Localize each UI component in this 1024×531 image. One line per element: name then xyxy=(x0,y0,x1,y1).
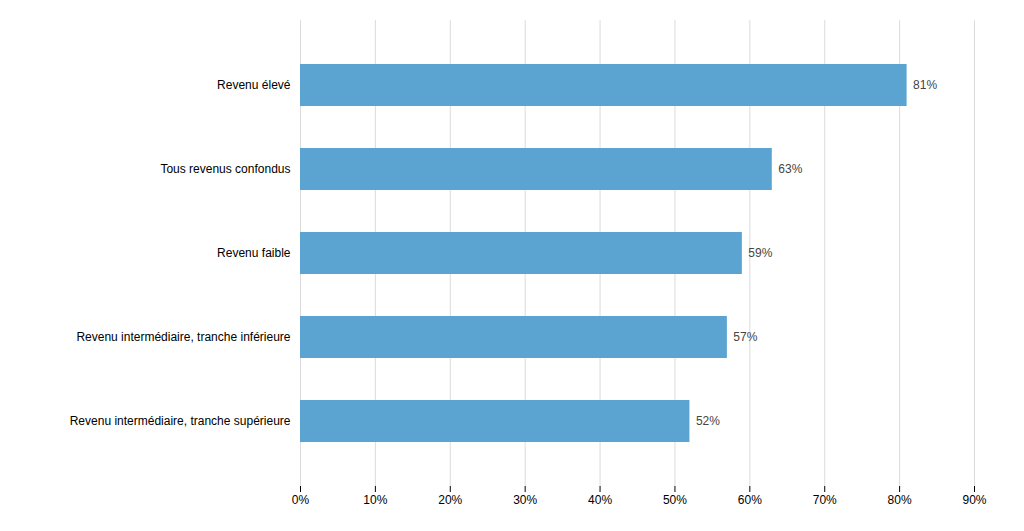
svg-text:Revenu intermédiaire, tranche: Revenu intermédiaire, tranche inférieure xyxy=(76,330,290,344)
svg-text:59%: 59% xyxy=(748,246,772,260)
svg-text:90%: 90% xyxy=(962,493,986,507)
svg-text:80%: 80% xyxy=(888,493,912,507)
svg-text:30%: 30% xyxy=(513,493,537,507)
svg-text:57%: 57% xyxy=(733,330,757,344)
svg-text:Tous revenus confondus: Tous revenus confondus xyxy=(160,162,290,176)
svg-text:63%: 63% xyxy=(778,162,802,176)
svg-text:Revenu intermédiaire, tranche: Revenu intermédiaire, tranche supérieure xyxy=(70,414,291,428)
svg-text:50%: 50% xyxy=(663,493,687,507)
svg-text:81%: 81% xyxy=(913,78,937,92)
svg-text:0%: 0% xyxy=(292,493,310,507)
svg-text:40%: 40% xyxy=(588,493,612,507)
svg-text:70%: 70% xyxy=(813,493,837,507)
svg-text:10%: 10% xyxy=(363,493,387,507)
svg-text:Revenu élevé: Revenu élevé xyxy=(217,78,291,92)
svg-text:52%: 52% xyxy=(696,414,720,428)
svg-text:Revenu faible: Revenu faible xyxy=(217,246,291,260)
svg-text:20%: 20% xyxy=(438,493,462,507)
svg-text:60%: 60% xyxy=(738,493,762,507)
